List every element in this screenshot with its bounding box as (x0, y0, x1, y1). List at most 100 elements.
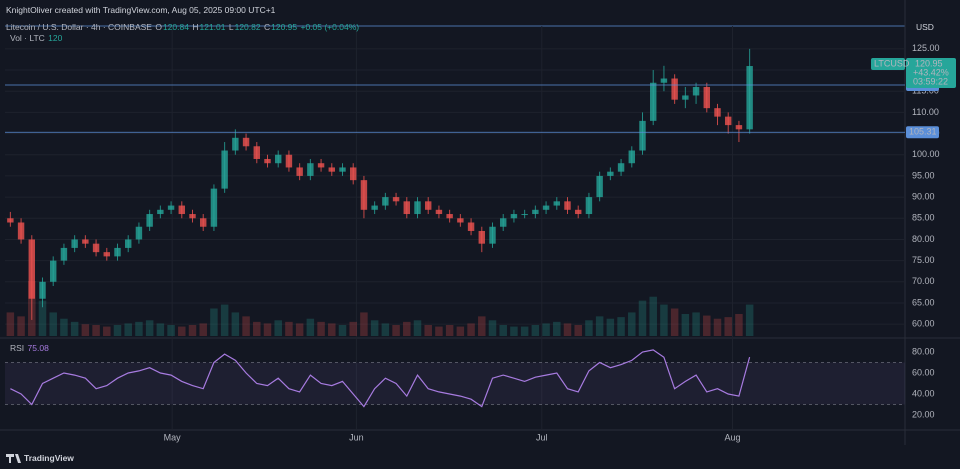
rsi-title: RSI (10, 343, 25, 353)
candle-body (639, 120, 646, 151)
volume-bar (274, 320, 282, 336)
candle-body (671, 78, 678, 100)
candle-body (146, 214, 153, 227)
candle-body (435, 209, 443, 215)
volume-bar (49, 312, 57, 336)
candle-body (200, 218, 207, 227)
candle-body (275, 154, 282, 164)
rsi-value: 75.08 (27, 343, 49, 353)
h-label: H (192, 22, 199, 32)
candle-body (60, 247, 68, 261)
volume-bar (617, 317, 625, 336)
candle-body (725, 116, 732, 126)
candle-body (403, 201, 410, 215)
candle-body (628, 150, 635, 164)
rsi-line (10, 349, 751, 408)
volume-bar (370, 320, 379, 336)
candle-body (542, 205, 550, 210)
brand: TradingView (24, 453, 74, 463)
y-tick-label: 80.00 (912, 346, 935, 356)
o-value: 120.84 (162, 22, 189, 32)
h-value: 121.01 (199, 22, 226, 32)
volume-bar (520, 326, 529, 336)
vol-label: Vol · LTC (10, 33, 45, 43)
candle-body (189, 214, 196, 219)
y-tick-label: 40.00 (912, 388, 935, 398)
logo (6, 454, 21, 463)
volume-bar (563, 323, 572, 336)
volume-bar (542, 323, 550, 336)
volume-bar (210, 308, 218, 336)
y-tick-label: 75.00 (912, 255, 935, 265)
currency[interactable]: USD (916, 22, 934, 32)
candle-body (371, 205, 378, 210)
candle-body (746, 66, 753, 130)
vol-value: 120 (48, 33, 63, 43)
volume-bar (638, 300, 647, 336)
candle-body (564, 201, 571, 210)
y-tick-label: 85.00 (912, 213, 935, 223)
volume-bar (306, 318, 315, 336)
change: +0.05 (+0.04%) (300, 22, 360, 32)
volume-bar (263, 323, 272, 336)
y-tick-label: 80.00 (912, 234, 935, 244)
candle-body (532, 209, 539, 215)
candle-body (71, 239, 78, 248)
candle-body (692, 86, 700, 96)
candle-body (360, 180, 368, 210)
candle-body (660, 78, 668, 83)
candle-body (210, 188, 218, 227)
volume-bar (188, 325, 197, 336)
candle-body (296, 167, 303, 176)
volume-bar (478, 316, 486, 336)
candle-body (682, 95, 689, 100)
x-tick-label: Jul (536, 432, 548, 442)
candle-body (82, 239, 89, 244)
volume-bar (424, 325, 432, 336)
candle-body (510, 214, 518, 219)
volume-bar (456, 326, 465, 336)
candle-body (285, 154, 293, 168)
volume-bar (574, 325, 582, 336)
volume-bar (349, 321, 357, 336)
ticker-tag (871, 58, 905, 71)
candle-body (585, 197, 593, 215)
volume-bar (253, 321, 261, 336)
volume-bar (156, 323, 165, 336)
candle-body (714, 108, 721, 117)
volume-bar (499, 325, 507, 336)
candle-body (414, 201, 421, 215)
legend: Litecoin / U.S. Dollar · 4h · COINBASE O… (6, 22, 360, 32)
candle-body (607, 171, 614, 176)
candle-body (339, 167, 346, 172)
volume-bar (17, 316, 25, 336)
candle-body (50, 260, 57, 282)
volume-bar (403, 321, 411, 336)
candle-body (178, 205, 185, 215)
candle-body (307, 163, 314, 176)
volume-bar (360, 312, 368, 336)
candle-body (650, 82, 657, 121)
l-value: 120.82 (234, 22, 261, 32)
volume-bar (553, 321, 561, 336)
level-label: 105.31 (909, 127, 937, 137)
y-tick-label: 95.00 (912, 170, 935, 180)
last-change: +43.42% (913, 67, 949, 77)
volume-bar (135, 321, 143, 336)
level-tag (906, 126, 939, 139)
o-label: O (155, 22, 162, 32)
symbol: Litecoin / U.S. Dollar · 4h · COINBASE (6, 22, 152, 32)
volume-bar (735, 314, 743, 336)
volume-bar (317, 321, 325, 336)
candle-body (92, 243, 100, 253)
volume-bar (670, 308, 679, 336)
candle-body (392, 197, 400, 202)
candle-body (446, 214, 453, 219)
rsi-legend: RSI 75.08 (10, 343, 50, 353)
candle-body (425, 201, 432, 210)
volume-bar (692, 312, 700, 336)
candle-body (253, 146, 260, 159)
volume-bar (745, 304, 754, 336)
volume-bar (595, 316, 604, 336)
volume-bar (713, 318, 722, 336)
